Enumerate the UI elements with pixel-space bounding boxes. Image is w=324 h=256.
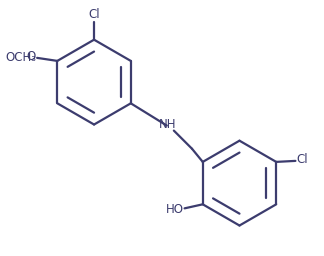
Text: O: O [27,50,36,63]
Text: Cl: Cl [296,153,308,166]
Text: HO: HO [166,203,184,216]
Text: OCH₃: OCH₃ [5,51,36,64]
Text: Cl: Cl [88,7,100,20]
Text: NH: NH [159,118,177,131]
